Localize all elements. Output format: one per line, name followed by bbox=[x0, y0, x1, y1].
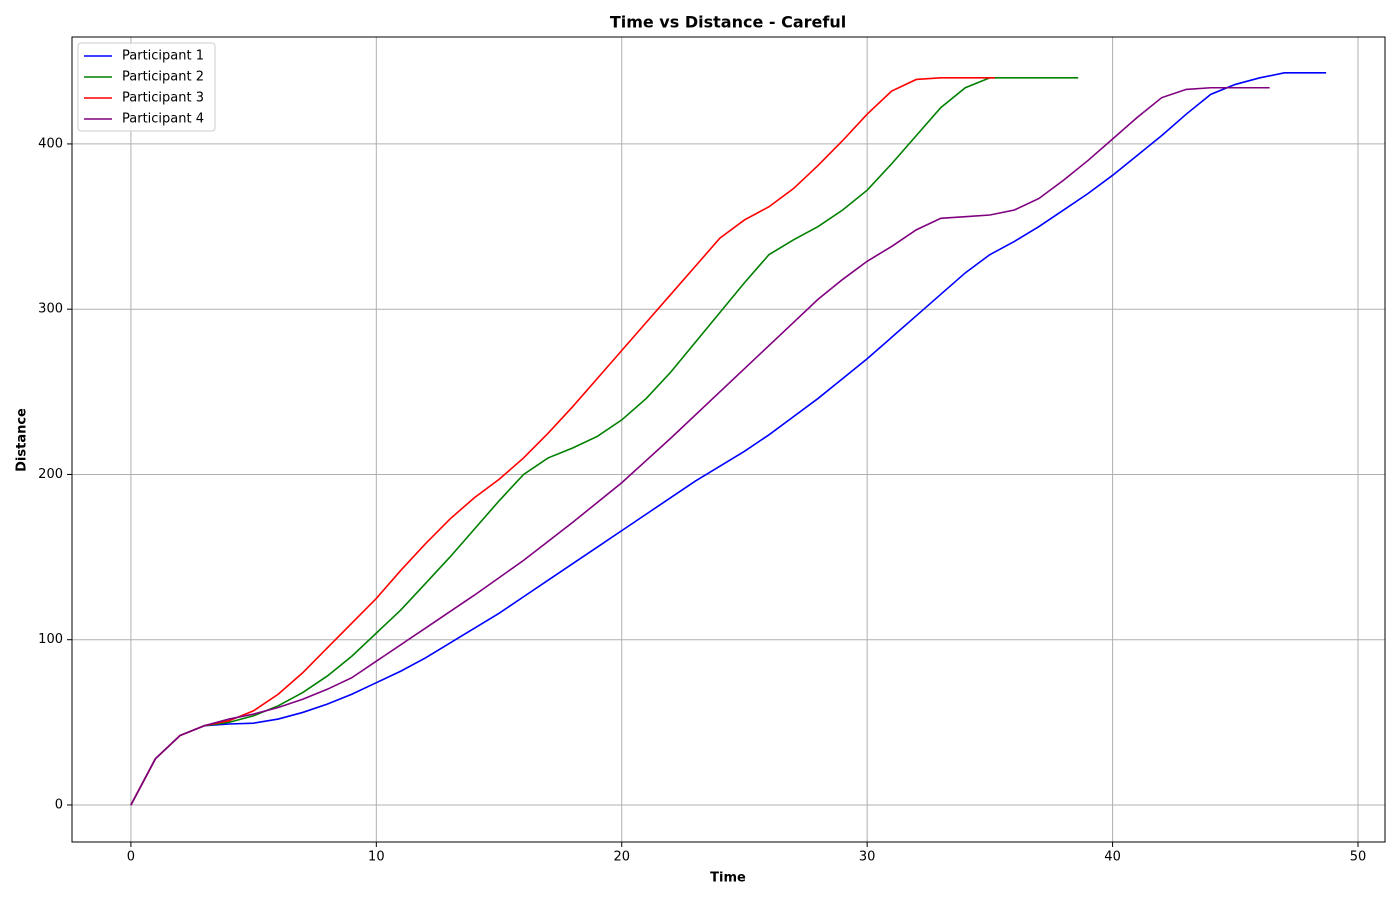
legend-box bbox=[77, 42, 216, 132]
y-axis-label: Distance bbox=[15, 408, 30, 472]
x-tick-label: 50 bbox=[1350, 850, 1367, 865]
y-tick-label: 200 bbox=[38, 467, 63, 482]
y-tick-label: 400 bbox=[38, 136, 63, 151]
x-axis-label: Time bbox=[710, 871, 746, 886]
legend-label: Participant 2 bbox=[122, 70, 204, 85]
line bbox=[130, 77, 995, 806]
line bbox=[130, 86, 1270, 806]
y-tick-label: 0 bbox=[55, 797, 63, 812]
line bbox=[130, 77, 1079, 806]
y-tick-label: 300 bbox=[38, 302, 63, 317]
y-tick-label: 100 bbox=[38, 632, 63, 647]
x-tick-label: 20 bbox=[613, 850, 630, 865]
legend-label: Participant 1 bbox=[122, 49, 204, 64]
legend-label: Participant 3 bbox=[122, 91, 204, 106]
chart-title: Time vs Distance - Careful bbox=[610, 13, 846, 32]
x-tick-label: 0 bbox=[127, 850, 135, 865]
plot-frame bbox=[71, 36, 1386, 843]
line bbox=[130, 72, 1327, 806]
x-tick-label: 10 bbox=[368, 850, 385, 865]
x-tick-label: 40 bbox=[1104, 850, 1121, 865]
x-tick-label: 30 bbox=[859, 850, 876, 865]
legend-label: Participant 4 bbox=[122, 112, 204, 127]
